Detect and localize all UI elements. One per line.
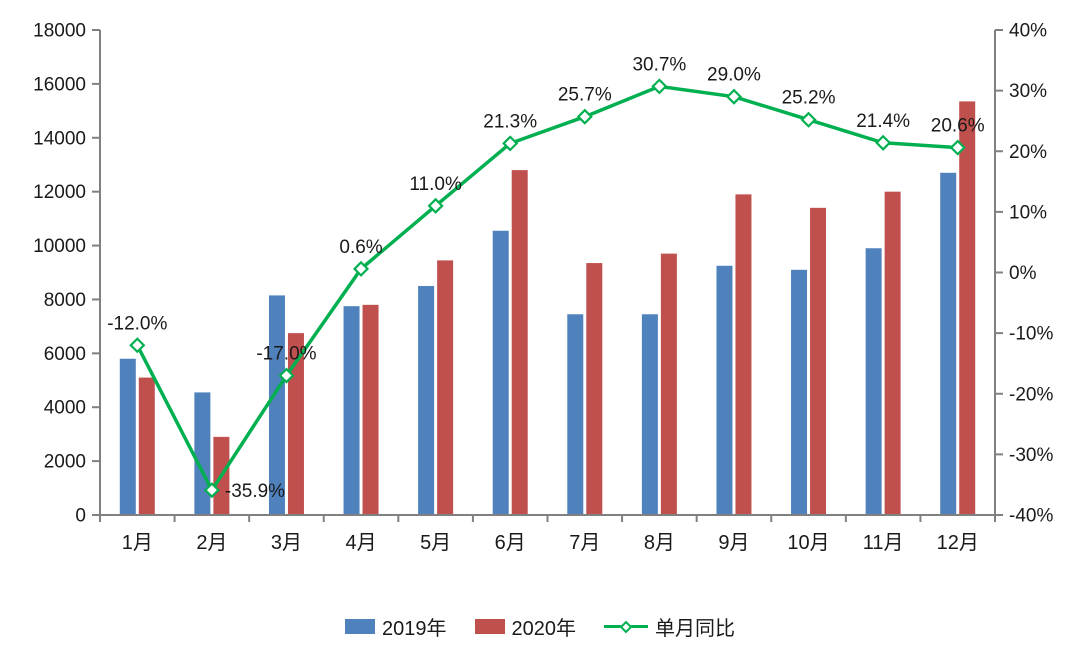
legend-swatch bbox=[345, 619, 375, 634]
x-axis-category-label: 8月 bbox=[644, 532, 675, 554]
bar-2020年 bbox=[362, 304, 379, 515]
x-axis-category-label: 10月 bbox=[787, 532, 829, 554]
x-axis-category-label: 7月 bbox=[569, 532, 600, 554]
bar-2020年 bbox=[437, 260, 454, 515]
bar-2019年 bbox=[418, 285, 435, 515]
data-label: -12.0% bbox=[107, 313, 167, 334]
data-label: 25.7% bbox=[558, 85, 612, 106]
bar-2020年 bbox=[287, 333, 304, 515]
left-axis-tick-label: 18000 bbox=[33, 21, 86, 42]
diamond-marker-icon bbox=[502, 135, 519, 152]
bar-2019年 bbox=[194, 392, 211, 515]
legend-label: 2020年 bbox=[511, 618, 577, 640]
bar-2019年 bbox=[343, 306, 360, 515]
right-axis-tick-label: -30% bbox=[1009, 445, 1053, 466]
data-label: 0.6% bbox=[339, 237, 382, 258]
right-axis-tick-label: -40% bbox=[1009, 506, 1053, 527]
data-label: 29.0% bbox=[707, 65, 761, 86]
chart-legend: 2019年 2020年 单月同比 bbox=[0, 612, 1080, 641]
left-axis-tick-label: 2000 bbox=[44, 452, 86, 473]
yoy-line bbox=[135, 84, 958, 494]
x-axis-category-label: 5月 bbox=[420, 532, 451, 554]
diamond-marker-icon bbox=[427, 197, 444, 214]
right-axis-tick-label: 20% bbox=[1009, 142, 1047, 163]
diamond-marker-icon bbox=[278, 367, 295, 384]
bar-2019年 bbox=[641, 314, 658, 515]
x-axis-category-label: 6月 bbox=[495, 532, 526, 554]
data-label: 25.2% bbox=[782, 88, 836, 109]
x-axis-category-label: 12月 bbox=[937, 532, 979, 554]
legend-label: 单月同比 bbox=[655, 618, 735, 640]
bar-2020年 bbox=[586, 263, 603, 515]
right-axis-tick-label: -10% bbox=[1009, 324, 1053, 345]
diamond-marker-icon bbox=[129, 337, 146, 354]
left-axis-tick-label: 10000 bbox=[33, 236, 86, 257]
right-axis-tick-label: 10% bbox=[1009, 202, 1047, 223]
bar-2019年 bbox=[791, 269, 808, 515]
x-axis-category-label: 3月 bbox=[271, 532, 302, 554]
right-axis-tick-label: -20% bbox=[1009, 384, 1053, 405]
legend-item-单月同比: 单月同比 bbox=[604, 612, 735, 641]
diamond-marker-icon bbox=[352, 260, 370, 277]
diamond-marker-icon bbox=[651, 78, 668, 95]
left-axis-tick-label: 12000 bbox=[33, 182, 86, 203]
left-axis-tick-label: 0 bbox=[75, 506, 86, 527]
bar-2019年 bbox=[268, 295, 285, 515]
bar-2019年 bbox=[567, 314, 584, 515]
x-axis-category-label: 4月 bbox=[345, 532, 376, 554]
bar-2020年 bbox=[511, 170, 528, 515]
legend-item-2019年: 2019年 bbox=[345, 612, 447, 641]
data-label: 21.4% bbox=[856, 111, 910, 132]
data-label: 11.0% bbox=[409, 174, 462, 195]
data-label: 20.6% bbox=[931, 116, 985, 137]
right-axis-tick-label: 30% bbox=[1009, 81, 1047, 102]
x-axis-category-label: 1月 bbox=[122, 532, 153, 554]
diamond-marker-icon bbox=[203, 482, 220, 499]
legend-swatch bbox=[474, 619, 505, 634]
diamond-marker-icon bbox=[800, 111, 817, 128]
bar-2020年 bbox=[138, 377, 155, 515]
data-label: -35.9% bbox=[225, 481, 285, 502]
left-axis-tick-label: 6000 bbox=[44, 344, 86, 365]
bar-2019年 bbox=[940, 172, 957, 516]
x-axis-category-label: 2月 bbox=[196, 532, 227, 554]
bar-2020年 bbox=[735, 194, 752, 515]
data-label: 30.7% bbox=[632, 54, 686, 75]
bar-2020年 bbox=[810, 207, 827, 516]
left-axis-tick-label: 14000 bbox=[33, 128, 86, 149]
bar-2020年 bbox=[660, 253, 677, 515]
x-axis-category-label: 9月 bbox=[718, 532, 749, 554]
left-axis-tick-label: 8000 bbox=[44, 290, 86, 311]
right-axis-tick-label: 40% bbox=[1009, 21, 1047, 42]
bar-2019年 bbox=[865, 248, 882, 515]
data-label: -17.0% bbox=[256, 344, 316, 365]
left-axis-tick-label: 16000 bbox=[33, 74, 86, 95]
legend-label: 2019年 bbox=[382, 618, 447, 640]
legend-line-marker-icon bbox=[604, 619, 648, 635]
bar-2019年 bbox=[492, 230, 509, 515]
diamond-marker-icon bbox=[949, 139, 966, 156]
bar-2020年 bbox=[884, 191, 901, 515]
bar-2019年 bbox=[119, 358, 136, 515]
bar-2020年 bbox=[959, 101, 976, 516]
bar-2019年 bbox=[716, 265, 733, 515]
right-axis-tick-label: 0% bbox=[1009, 263, 1037, 284]
legend-item-2020年: 2020年 bbox=[474, 612, 577, 641]
data-label: 21.3% bbox=[483, 111, 537, 132]
diamond-marker-icon bbox=[725, 88, 743, 105]
x-axis-category-label: 11月 bbox=[863, 532, 904, 554]
left-axis-tick-label: 4000 bbox=[44, 398, 86, 419]
diamond-marker-icon bbox=[875, 134, 892, 151]
diamond-marker-icon bbox=[576, 108, 593, 125]
